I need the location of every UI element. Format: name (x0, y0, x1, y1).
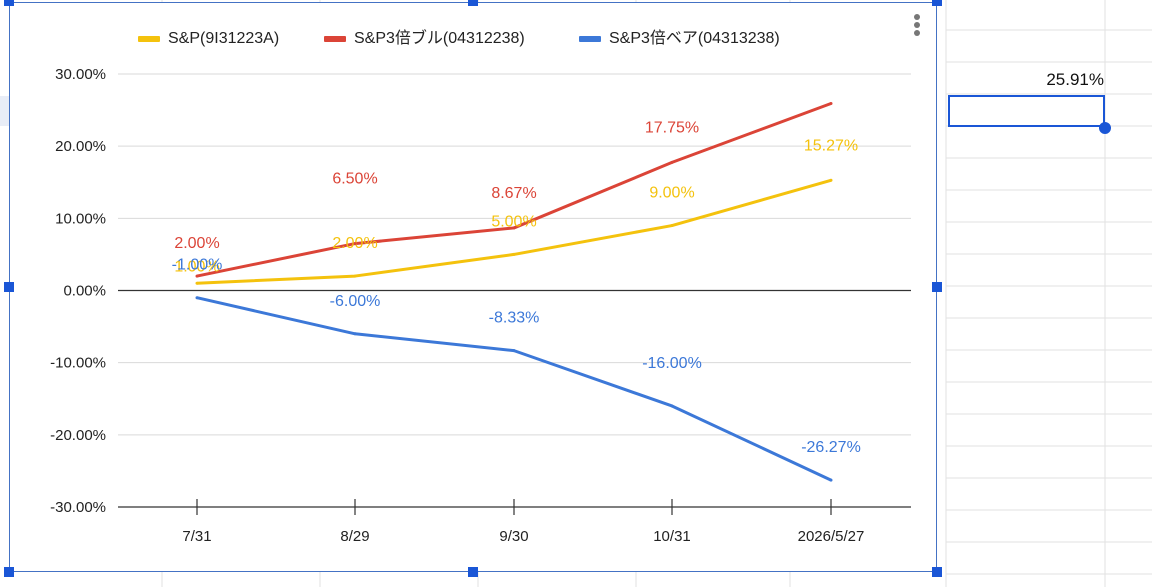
data-point (512, 226, 516, 230)
data-point (670, 224, 674, 228)
data-point (353, 332, 357, 336)
data-label: -8.33% (489, 310, 540, 327)
data-label: 8.67% (491, 185, 536, 202)
x-tick-label: 2026/5/27 (798, 528, 865, 545)
x-tick-label: 9/30 (499, 528, 528, 545)
y-tick-label: -30.00% (50, 499, 106, 516)
fill-handle[interactable] (1099, 122, 1111, 134)
resize-handle-bottom-right[interactable] (932, 567, 942, 577)
data-label: 5.00% (491, 213, 536, 230)
data-label: -26.27% (801, 439, 861, 456)
x-tick-label: 8/29 (340, 528, 369, 545)
data-label: 1.00% (174, 258, 219, 275)
line-chart: 30.00% 20.00% 10.00% 0.00% -10.00% -20.00% -30… (50, 14, 920, 545)
data-label: -1.00% (172, 257, 223, 274)
legend-swatch (324, 36, 346, 42)
menu-dot (914, 22, 920, 28)
data-point (195, 274, 199, 278)
resize-handle-bottom-left[interactable] (4, 567, 14, 577)
x-tick-label: 10/31 (653, 528, 691, 545)
data-point (195, 296, 199, 300)
data-label: 15.27% (804, 137, 858, 154)
data-label: -6.00% (330, 293, 381, 310)
resize-handle-top-left[interactable] (4, 0, 14, 6)
data-label: 2.00% (174, 235, 219, 252)
y-tick-label: 10.00% (55, 210, 106, 227)
data-point (195, 281, 199, 285)
data-point (512, 349, 516, 353)
y-tick-label: -20.00% (50, 427, 106, 444)
selected-cell[interactable] (948, 95, 1105, 127)
data-label: 9.00% (649, 185, 694, 202)
data-point (829, 478, 833, 482)
data-point (829, 102, 833, 106)
resize-handle-top-center[interactable] (468, 0, 478, 6)
legend-label: S&P3倍ベア(04313238) (609, 29, 780, 47)
resize-handle-middle-right[interactable] (932, 282, 942, 292)
legend-label: S&P3倍ブル(04312238) (354, 28, 525, 47)
y-tick-label: 20.00% (55, 138, 106, 155)
data-point (512, 252, 516, 256)
data-point (670, 160, 674, 164)
y-tick-label: 0.00% (63, 283, 106, 300)
resize-handle-middle-left[interactable] (4, 282, 14, 292)
data-point (829, 178, 833, 182)
cell-value: 25.91% (1046, 70, 1104, 89)
resize-handle-bottom-center[interactable] (468, 567, 478, 577)
menu-dot (914, 14, 920, 20)
menu-dot (914, 30, 920, 36)
data-label: 6.50% (332, 171, 377, 188)
more-vert-icon[interactable] (914, 14, 920, 36)
data-point (353, 274, 357, 278)
data-point (353, 242, 357, 246)
data-label: -16.00% (642, 355, 702, 372)
resize-handle-top-right[interactable] (932, 0, 942, 6)
data-label: 17.75% (645, 119, 699, 136)
data-point (670, 404, 674, 408)
x-tick-label: 7/31 (182, 528, 211, 545)
y-tick-label: -10.00% (50, 355, 106, 372)
legend-swatch (579, 36, 601, 42)
legend-swatch (138, 36, 160, 42)
y-tick-label: 30.00% (55, 66, 106, 83)
legend-label: S&P(9I31223A) (168, 30, 279, 47)
row-header-highlight (0, 96, 9, 126)
chart-panel[interactable]: 30.00% 20.00% 10.00% 0.00% -10.00% -20.00% -30… (9, 2, 937, 572)
